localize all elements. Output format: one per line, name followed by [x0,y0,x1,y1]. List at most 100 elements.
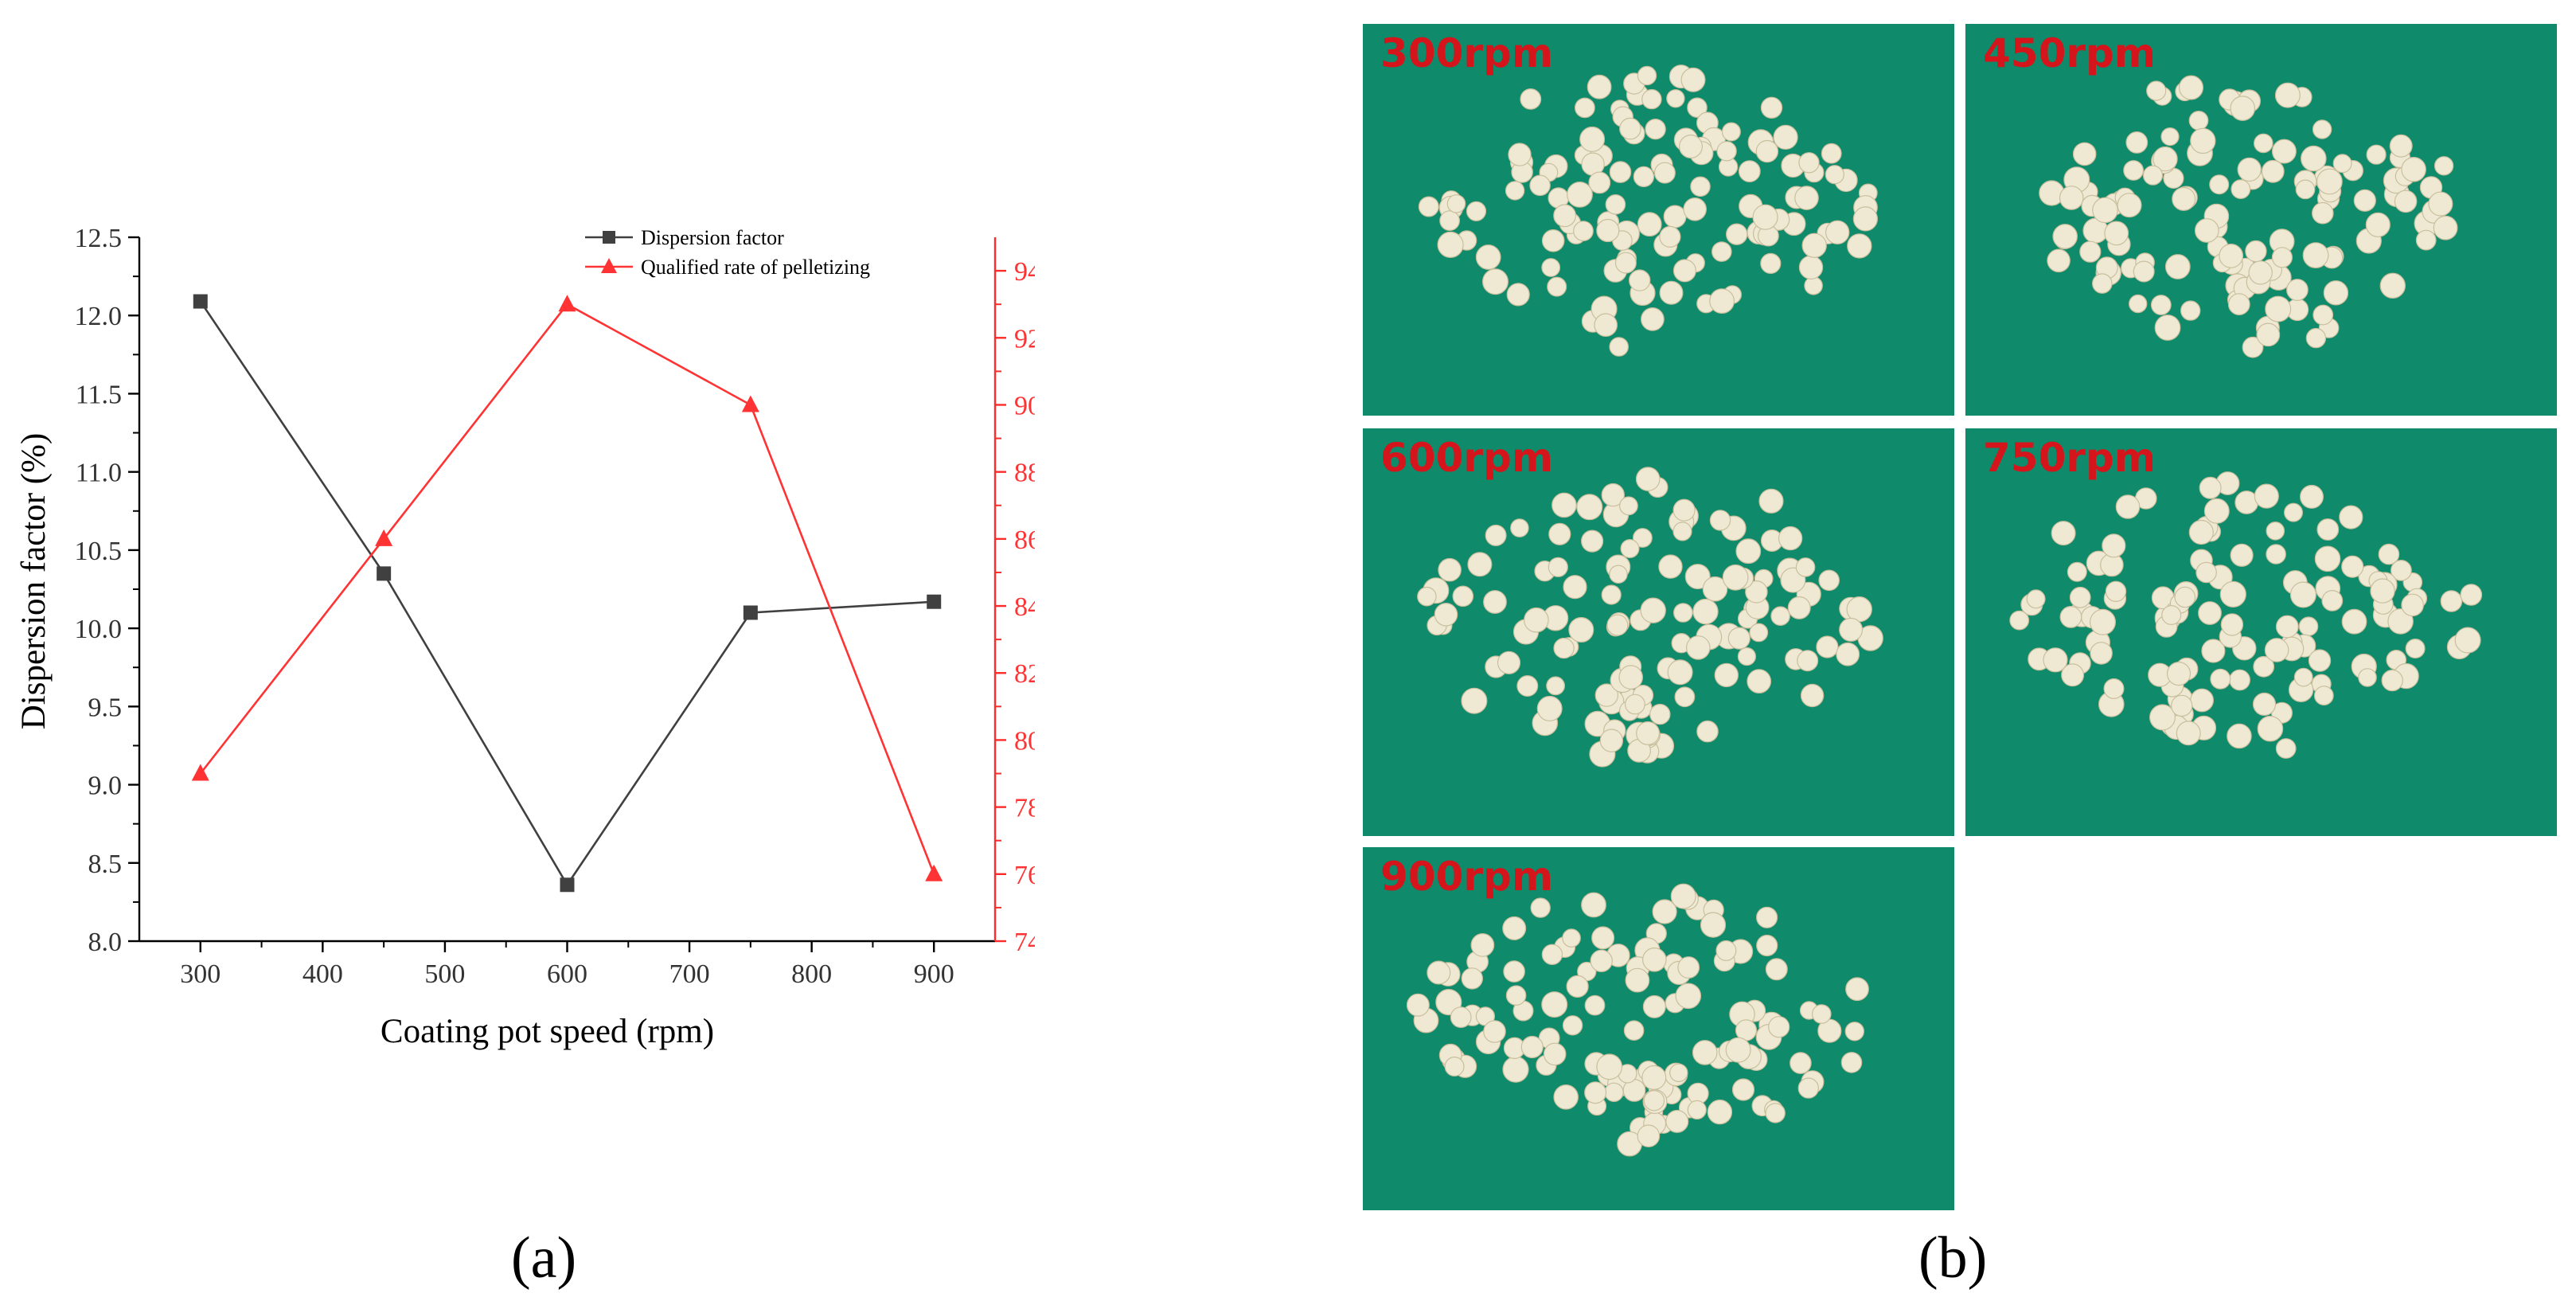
pellet [1799,1001,1819,1020]
pellet [2092,197,2118,224]
pellet [1696,720,1719,743]
pellet [1669,1063,1688,1082]
pellet [1546,676,1566,696]
pellet [1666,88,1685,108]
pellet [2148,662,2172,687]
pellet [1625,694,1645,715]
pellet [1778,526,1803,551]
pellet [2180,300,2201,321]
pellet [2269,229,2295,255]
pellet [1609,565,1628,584]
pellet [1781,153,1805,178]
pellet [1562,928,1581,948]
pellet [2174,186,2198,209]
pellet [2227,293,2250,316]
pellet [2341,555,2364,578]
pellet [1633,1065,1656,1088]
pellet [1755,1023,1782,1050]
pellet [2077,181,2098,202]
pellet [1505,181,1525,201]
pellet [1664,1062,1688,1087]
pellet [2220,252,2243,275]
pellet [1715,623,1743,650]
pellet [1785,186,1809,209]
pellet [2372,594,2394,615]
pellet [2135,252,2155,272]
pellet [2103,678,2125,699]
pellet [2313,304,2334,326]
pellet [2406,588,2428,609]
pellet [2229,669,2251,691]
pellet [1728,939,1754,964]
pellet [1524,607,1549,633]
pellet [2275,615,2299,639]
pellet [2061,663,2085,687]
pellets-image [1418,64,1879,357]
y-right-tick-label: 94 [1014,257,1035,287]
pellet [1687,1082,1709,1104]
pellet [2298,616,2319,636]
pellet [1690,176,1711,197]
pellet [1804,275,1823,295]
pellet [1672,522,1692,541]
pellet [1466,950,1489,973]
pellet [1579,126,1606,152]
pellet [2111,190,2131,210]
pellet [2255,315,2280,340]
pellet [2133,260,2155,283]
pellet [2393,662,2419,690]
pellet [1797,1077,1820,1099]
pellet [1620,539,1640,559]
pellet [1599,729,1624,752]
pellet [1547,276,1567,297]
pellet [1418,196,1439,217]
pellet [1758,225,1779,247]
pellet [1834,168,1858,193]
pellet [1758,1011,1785,1038]
data-point-triangle [558,295,576,312]
pellet [1591,926,1615,950]
pellet [2068,600,2095,627]
pellet [1634,937,1661,963]
pellet [1567,181,1593,208]
pellet [1610,100,1630,119]
pellet [1452,585,1474,608]
pellet [1701,127,1726,151]
pellet [1677,956,1700,979]
pellet [1559,637,1579,657]
pellet [1623,1020,1645,1041]
pellet [1637,65,1657,86]
pellet [1795,557,1816,577]
x-tick-label: 900 [914,959,954,989]
pellet [1844,1022,1865,1041]
pellet [1839,617,1864,642]
pellet [1685,896,1710,920]
x-tick-label: 300 [180,959,221,989]
pellet [1751,1095,1774,1117]
pellet [1462,1004,1484,1026]
pellet [2446,634,2473,660]
pellet [1427,960,1451,985]
pellet [1534,560,1555,582]
pellet [2072,142,2097,166]
pellet [2160,127,2180,147]
pellet [1659,225,1681,248]
pellet [1475,1006,1495,1026]
pellet [2090,608,2117,635]
pellet [2104,221,2129,246]
pellet [2293,634,2316,658]
pellet [1536,695,1563,721]
pellet [2230,96,2255,121]
pellet [2190,688,2215,713]
pellet [1752,204,1778,230]
pellet [1541,944,1563,966]
pellet [1544,154,1568,178]
pellet [2203,214,2228,240]
pellet [1581,152,1605,176]
pellet [1438,195,1464,221]
pellet [1639,729,1659,748]
pellet [1804,162,1825,183]
pellet [2135,487,2157,510]
pellet [1853,195,1878,220]
pellet [1548,522,1571,545]
